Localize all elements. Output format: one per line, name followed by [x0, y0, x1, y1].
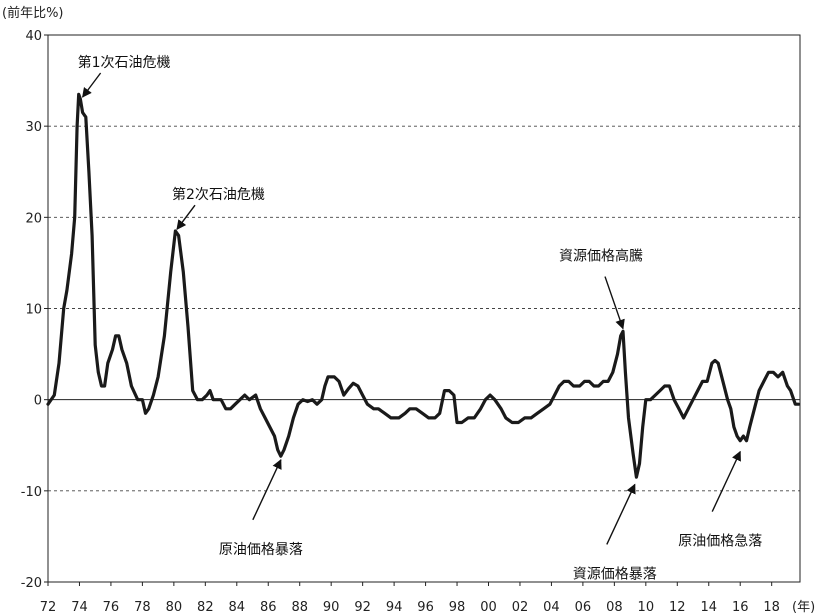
x-tick-label: 82 — [197, 600, 214, 615]
x-tick-label: 90 — [323, 600, 340, 615]
y-tick-label: 0 — [34, 394, 42, 409]
x-tick-label: 08 — [606, 600, 623, 615]
annotation-label: 資源価格高騰 — [559, 248, 643, 265]
x-tick-label: 12 — [669, 600, 686, 615]
annotation-arrow — [606, 483, 636, 545]
x-tick-label: 72 — [40, 600, 57, 615]
y-axis-unit-label: (前年比%) — [2, 5, 64, 21]
annotation-arrow — [711, 450, 741, 512]
x-tick-label: 16 — [732, 600, 749, 615]
y-tick-labels: 40 30 20 10 0 -10 -20 — [21, 29, 48, 591]
annotation-arrow — [252, 458, 282, 521]
x-tick-label: 98 — [449, 600, 466, 615]
x-tick-label: 94 — [386, 600, 403, 615]
series-layer — [46, 92, 800, 479]
x-tick-label: 04 — [543, 600, 560, 615]
x-tick-label: 18 — [763, 600, 780, 615]
x-tick-label: 78 — [134, 600, 151, 615]
x-tick-label: 92 — [354, 600, 371, 615]
x-tick-label: 96 — [417, 600, 434, 615]
x-tick-label: 06 — [575, 600, 592, 615]
x-tick-label: 14 — [700, 600, 717, 615]
y-tick-label: 30 — [25, 120, 42, 135]
y-tick-label: 20 — [25, 211, 42, 226]
series-line — [46, 92, 800, 479]
x-tick-labels: 72 74 76 78 80 82 84 86 88 90 92 94 96 98 00 02 04 06 08 10… — [40, 582, 780, 615]
x-tick-label: 80 — [166, 600, 183, 615]
x-tick-label: 76 — [103, 600, 120, 615]
y-tick-label: 10 — [25, 303, 42, 318]
y-tick-label: -20 — [21, 576, 42, 591]
x-axis-unit-label: (年) — [792, 600, 815, 615]
plot-frame — [47, 34, 801, 583]
x-tick-label: 86 — [260, 600, 277, 615]
y-tick-label: -10 — [21, 485, 42, 500]
grid-layer — [48, 125, 800, 492]
y-tick-label: 40 — [25, 29, 42, 44]
x-tick-label: 10 — [638, 600, 655, 615]
annotation-arrow — [604, 276, 625, 330]
annotation-arrow — [176, 204, 196, 230]
x-tick-label: 88 — [291, 600, 308, 615]
annotation-label: 資源価格暴落 — [573, 566, 657, 582]
annotation-label: 原油価格急落 — [678, 534, 762, 550]
x-tick-label: 74 — [71, 600, 88, 615]
annotation-label: 原油価格暴落 — [219, 542, 303, 558]
x-tick-label: 84 — [229, 600, 246, 615]
annotation-label: 第2次石油危機 — [172, 186, 265, 203]
annotation-arrow — [82, 72, 102, 98]
annotation-label: 第1次石油危機 — [78, 54, 171, 71]
x-tick-label: 02 — [512, 600, 529, 615]
x-tick-label: 00 — [480, 600, 497, 615]
